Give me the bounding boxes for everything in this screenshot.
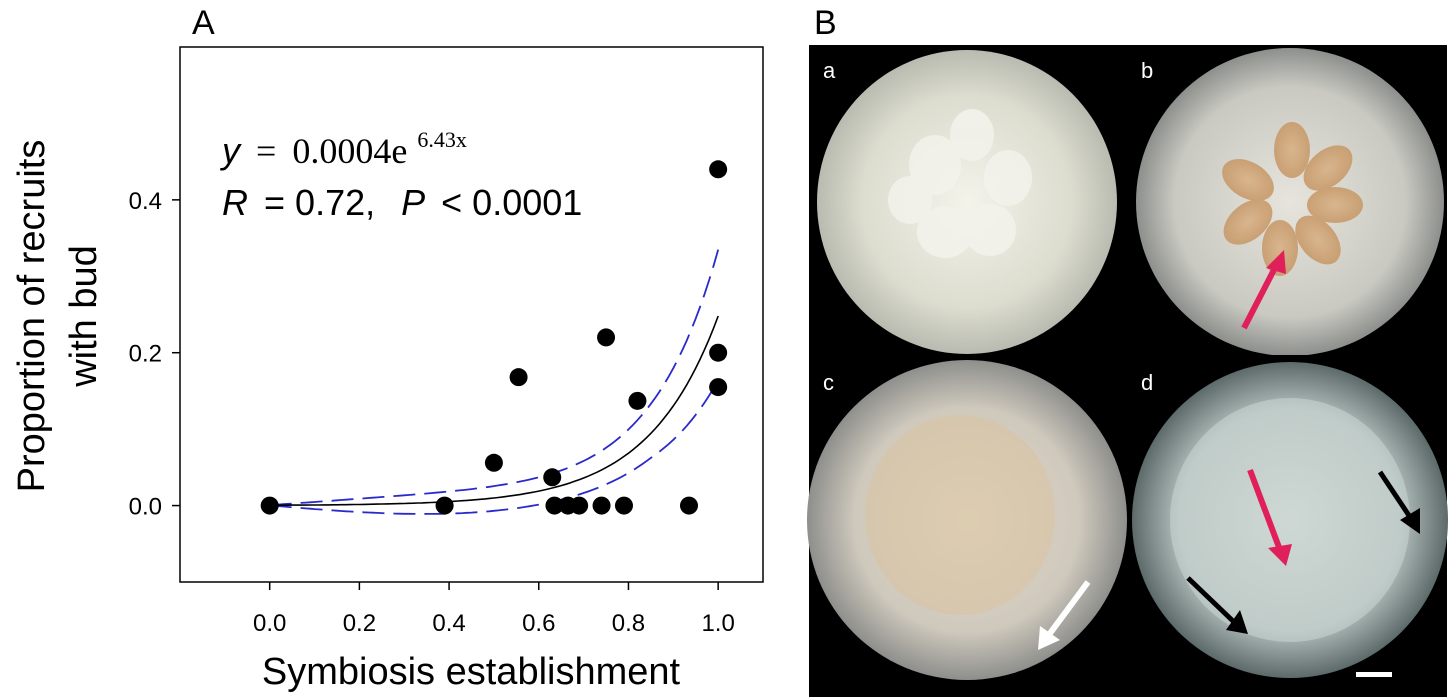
confidence-band (269, 249, 720, 515)
pink-arrow-d (1247, 468, 1283, 552)
data-point (597, 328, 616, 347)
panel-a-letter: A (192, 4, 215, 42)
micrograph-a: a (809, 45, 1127, 355)
polyp-b (1136, 48, 1444, 356)
data-point (709, 378, 728, 397)
polyp-b-symbiont-tentacles (1222, 122, 1363, 276)
eq-r-value: = 0.72, (264, 182, 375, 223)
equation-annotation: y = 0.0004e 6.43x R = 0.72, P < 0.0001 (219, 127, 582, 223)
data-point (680, 496, 699, 515)
black-arrow-d-right-head (1400, 508, 1420, 534)
polyp-a-tentacles (888, 109, 1032, 258)
data-point (709, 343, 728, 362)
x-tick-label: 0.4 (432, 610, 465, 637)
plot-frame (179, 46, 764, 583)
y-ticks: 0.0 0.2 0.4 (129, 188, 180, 521)
sub-label-d: d (1141, 370, 1153, 395)
eq-coef: 0.0004e (292, 131, 407, 171)
equation-line-1: y = 0.0004e 6.43x (219, 127, 467, 171)
x-tick-label: 0.2 (343, 610, 376, 637)
black-arrow-d-right (1377, 470, 1415, 522)
sub-label-a: a (823, 58, 836, 83)
data-point (435, 496, 454, 515)
black-arrow-d-left (1186, 576, 1236, 624)
white-arrow-c (1045, 580, 1091, 638)
data-point (545, 496, 564, 515)
sub-label-b: b (1141, 58, 1153, 83)
white-arrow-c-head (1038, 626, 1060, 650)
x-tick-label: 1.0 (701, 610, 734, 637)
x-ticks: 0.0 0.2 0.4 0.6 0.8 1.0 (253, 582, 735, 637)
data-point (592, 496, 611, 515)
scatter-chart: 0.0 0.2 0.4 0.6 0.8 1.0 0.0 0.2 0.4 (129, 46, 764, 637)
data-point (614, 496, 633, 515)
data-points (260, 160, 728, 515)
micrograph-d: d (1127, 355, 1448, 697)
x-axis-title: Symbiosis establishment (262, 651, 681, 693)
eq-p-value: < 0.0001 (441, 182, 582, 223)
equation-line-2: R = 0.72, P < 0.0001 (222, 182, 582, 223)
ci-lower-line (269, 379, 719, 515)
polyp-a (817, 50, 1117, 354)
y-axis-title: Proportion of recruits with bud (11, 140, 105, 493)
fit-curve (269, 315, 719, 507)
y-tick-label: 0.4 (129, 188, 162, 215)
black-arrow-d-left-head (1226, 610, 1248, 634)
micrograph-c: c (807, 355, 1127, 697)
x-tick-label: 0.0 (253, 610, 286, 637)
sub-label-c: c (823, 370, 834, 395)
y-axis-title-line-2: with bud (63, 245, 105, 388)
eq-equals: = (256, 131, 276, 171)
eq-p-var: P (401, 182, 425, 223)
eq-exponent: 6.43x (417, 127, 467, 152)
panel-b-letter: B (814, 4, 837, 42)
ci-upper-line (269, 249, 720, 507)
data-point (628, 391, 647, 410)
x-tick-label: 0.8 (612, 610, 645, 637)
pink-arrow-d-head (1268, 544, 1292, 566)
x-tick-label: 0.6 (522, 610, 555, 637)
micrograph-grid: a b c (807, 45, 1448, 697)
eq-r-var: R (222, 182, 248, 223)
pink-arrow-b (1241, 260, 1281, 330)
y-axis-title-line-1: Proportion of recruits (11, 140, 53, 493)
polyp-c-symbiont-area (865, 415, 1055, 615)
data-point (484, 453, 503, 472)
y-tick-label: 0.2 (129, 341, 162, 368)
data-point (260, 496, 279, 515)
micrograph-b: b (1127, 45, 1447, 356)
polyp-d-disc (1170, 398, 1410, 642)
data-point (509, 368, 528, 387)
pink-arrow-b-head (1266, 250, 1286, 274)
y-tick-label: 0.0 (129, 494, 162, 521)
scale-bar (1356, 672, 1392, 677)
data-point (543, 468, 562, 487)
eq-y-var: y (219, 130, 242, 171)
data-point (570, 496, 589, 515)
data-point (709, 160, 728, 179)
